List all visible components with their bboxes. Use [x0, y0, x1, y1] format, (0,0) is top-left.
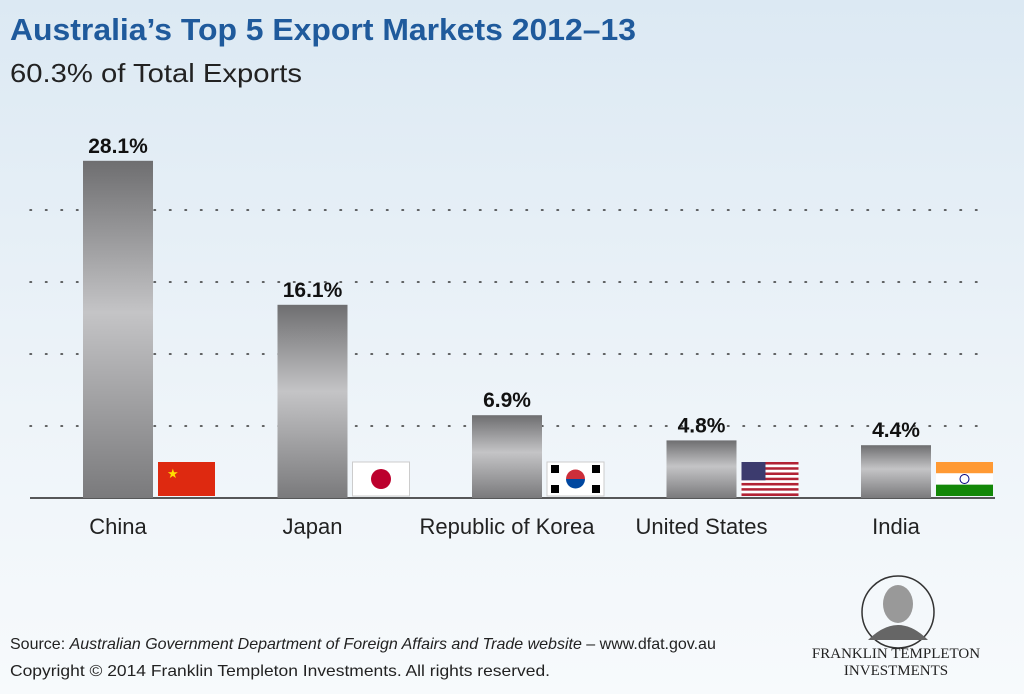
chart-subtitle: 60.3% of Total Exports: [10, 58, 302, 88]
flag-star: ★: [167, 466, 179, 481]
flag-icon: [546, 461, 605, 497]
flag-stripe: [741, 472, 799, 476]
logo-portrait-head: [883, 585, 913, 623]
flag-stripe: [741, 490, 799, 494]
logo-portrait-frame: [861, 575, 935, 649]
x-tick-label: Japan: [283, 514, 343, 539]
x-tick-label: United States: [635, 514, 767, 539]
flag-stripe: [741, 488, 799, 491]
bar: [666, 440, 737, 498]
source: Source: Australian Government Department…: [10, 636, 716, 653]
data-label: 4.4%: [872, 419, 920, 442]
flag-icon: [352, 461, 410, 497]
data-label: 28.1%: [88, 135, 148, 158]
bar: [83, 160, 153, 499]
logo-text: FRANKLIN TEMPLETON: [812, 646, 980, 662]
flag-stripe: [741, 477, 799, 481]
flag-stripe: [741, 464, 799, 468]
source-site: – www.dfat.gov.au: [586, 636, 716, 653]
flag-stripe: [741, 493, 799, 496]
flag-trigram: [551, 485, 559, 493]
flag-icon: [936, 462, 993, 496]
flag-taegeuk: [566, 479, 585, 489]
flag-stripe: [741, 462, 799, 465]
flag-icon: [741, 462, 799, 496]
data-label: 6.9%: [483, 389, 531, 412]
flag-stripe: [741, 485, 799, 489]
bar: [861, 445, 931, 498]
logo-portrait-body: [868, 625, 928, 640]
flag-icon: ★: [158, 462, 215, 496]
copyright: Copyright © 2014 Franklin Templeton Inve…: [10, 663, 550, 680]
flag-canton: [741, 462, 766, 481]
flag: [158, 462, 215, 496]
plot: 28.1% China ★ 16.1% Japan 6.9% Republic of Kor…: [29, 135, 995, 539]
source-text: Australian Government Department of Fore…: [69, 636, 582, 653]
flag-stripe: [741, 469, 799, 473]
flag-trigram: [551, 465, 559, 473]
bar: [277, 304, 348, 498]
flag: [936, 473, 993, 485]
flag: [936, 462, 993, 474]
logo: FRANKLIN TEMPLETON INVESTMENTS: [812, 575, 980, 679]
flag-trigram: [592, 465, 600, 473]
flag-stripe: [741, 475, 799, 478]
flag-trigram: [592, 485, 600, 493]
bar: [472, 415, 542, 498]
source-label: Source:: [10, 636, 65, 653]
flag-stripe: [741, 480, 799, 483]
x-tick-label: India: [872, 514, 920, 539]
chart-title: Australia’s Top 5 Export Markets 2012–13: [10, 12, 636, 47]
x-tick-label: China: [89, 514, 147, 539]
flag-sun: [371, 469, 391, 489]
x-tick-label: Republic of Korea: [420, 514, 596, 539]
flag-stripe: [741, 482, 799, 486]
logo-text: INVESTMENTS: [844, 663, 948, 679]
flag-chakra: [959, 474, 970, 484]
flag-taegeuk: [566, 469, 585, 479]
flag-stripe: [741, 467, 799, 470]
data-label: 16.1%: [283, 279, 343, 302]
flag: [936, 484, 993, 496]
data-label: 4.8%: [678, 414, 726, 437]
